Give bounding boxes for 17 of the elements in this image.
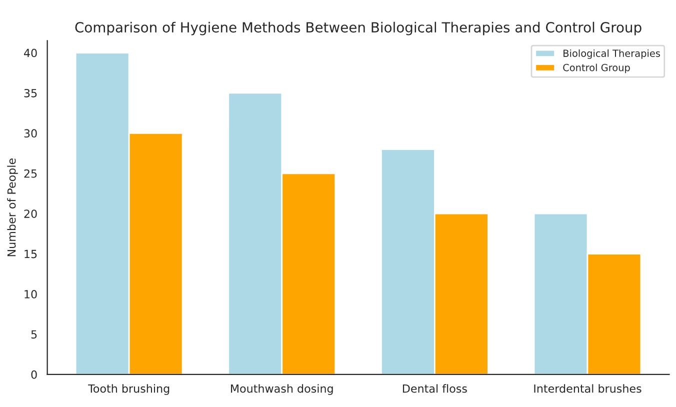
x-tick-label: Dental floss bbox=[402, 384, 467, 393]
chart-title: Comparison of Hygiene Methods Between Biological Therapies and Control Group bbox=[75, 22, 642, 36]
y-tick-label: 15 bbox=[24, 250, 37, 258]
x-tick-label: Interdental brushes bbox=[534, 384, 642, 393]
y-tick-label: 5 bbox=[31, 330, 37, 339]
y-tick-label: 35 bbox=[24, 88, 37, 98]
y-tick-label: 20 bbox=[24, 210, 37, 218]
x-tick-label: Tooth brushing bbox=[88, 384, 170, 395]
legend-label: Control Group bbox=[563, 64, 630, 74]
x-tick-label: Mouthwash dosing bbox=[231, 384, 333, 395]
legend-label: Biological Therapies bbox=[564, 49, 660, 59]
y-tick-label: 10 bbox=[24, 290, 37, 298]
y-axis-title: Number of People bbox=[7, 158, 18, 256]
y-tick-label: 30 bbox=[24, 129, 37, 138]
y-tick-label: 40 bbox=[24, 48, 37, 58]
y-tick-label: 0 bbox=[31, 370, 37, 379]
y-tick-label: 25 bbox=[24, 169, 37, 178]
